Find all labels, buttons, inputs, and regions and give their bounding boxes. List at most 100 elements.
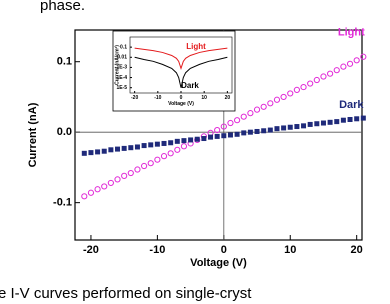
data-point [154,141,160,147]
data-point [333,67,340,74]
data-point [234,117,241,124]
data-point [214,126,221,134]
data-point [101,183,108,190]
caption-bottom: e I-V curves performed on single-cryst [0,285,252,302]
data-point [240,113,247,120]
data-point [340,117,346,123]
data-point [194,136,200,142]
data-point [147,160,154,167]
data-point [241,130,247,136]
data-point [134,144,140,150]
data-point [247,110,254,117]
data-point [261,128,267,134]
x-tick-label: -20 [131,95,138,101]
data-point [108,147,114,153]
data-point [347,116,353,122]
data-point [307,121,313,127]
series-label: Light [186,42,206,51]
data-point [340,63,347,70]
data-point [287,124,293,130]
data-point [327,119,333,125]
data-point [161,140,167,146]
data-point [141,143,147,149]
data-point [115,146,121,152]
data-point [188,137,194,143]
data-point [307,80,314,87]
x-axis-label: Voltage (V) [168,101,194,107]
data-point [313,76,320,84]
data-point [280,93,287,101]
data-point [154,156,161,163]
data-point [360,115,366,121]
data-point [140,162,148,170]
data-point [267,127,273,133]
data-point [320,120,326,126]
data-point [128,145,134,151]
data-point [294,124,300,130]
data-point [167,150,174,157]
data-point [95,149,101,155]
data-point [301,123,307,129]
data-point [260,103,267,110]
x-axis-label: Voltage (V) [190,257,247,269]
data-point [227,119,234,127]
x-tick-label: 20 [351,244,363,256]
data-point [94,186,101,193]
data-point [114,176,121,183]
data-point [208,134,214,140]
y-tick-label: 1E-3 [116,65,127,71]
data-point [334,119,340,125]
data-point [121,172,128,179]
data-point [273,96,281,103]
series-label: Dark [339,99,364,111]
data-point [121,145,127,151]
data-point [234,131,240,137]
y-axis-label: Current (nA) [27,102,39,167]
data-point [168,140,174,146]
x-tick-label: -10 [149,244,165,256]
data-point [253,106,261,113]
x-tick-label: 0 [180,95,183,101]
data-point [267,100,274,107]
data-point [81,193,88,200]
data-point [247,129,253,135]
x-tick-label: 10 [201,95,207,101]
y-tick-label: 1E-5 [116,85,127,91]
y-tick-label: 0.01 [117,55,127,61]
data-point [293,86,300,93]
data-point [346,60,354,67]
data-point [181,138,187,144]
data-point [254,128,260,134]
data-point [214,133,220,139]
y-axis-label: Current (nA/cm²) [114,45,120,85]
y-tick-label: -0.1 [53,197,72,209]
data-point [148,142,154,148]
data-point [134,166,141,173]
data-point [354,116,360,122]
series-label: Dark [181,81,199,90]
data-point [360,53,367,60]
data-point [327,70,334,77]
data-point [87,189,95,196]
data-point [81,150,87,156]
data-point [174,138,180,144]
x-tick-label: 20 [225,95,231,101]
plot-frame [74,29,363,241]
data-point [174,146,181,153]
data-point [88,150,94,156]
data-point [281,125,287,131]
data-point [221,133,227,139]
y-tick-label: 1E-4 [116,75,127,81]
data-line [134,56,228,88]
data-point [180,143,188,150]
data-point [320,73,327,80]
caption-top: phase. [40,0,85,14]
y-tick-label: 0.0 [57,126,72,138]
data-point [220,123,227,130]
data-point [274,126,280,132]
y-tick-label: 0.1 [57,56,72,68]
x-tick-label: 0 [221,244,227,256]
inset-frame [112,30,236,112]
